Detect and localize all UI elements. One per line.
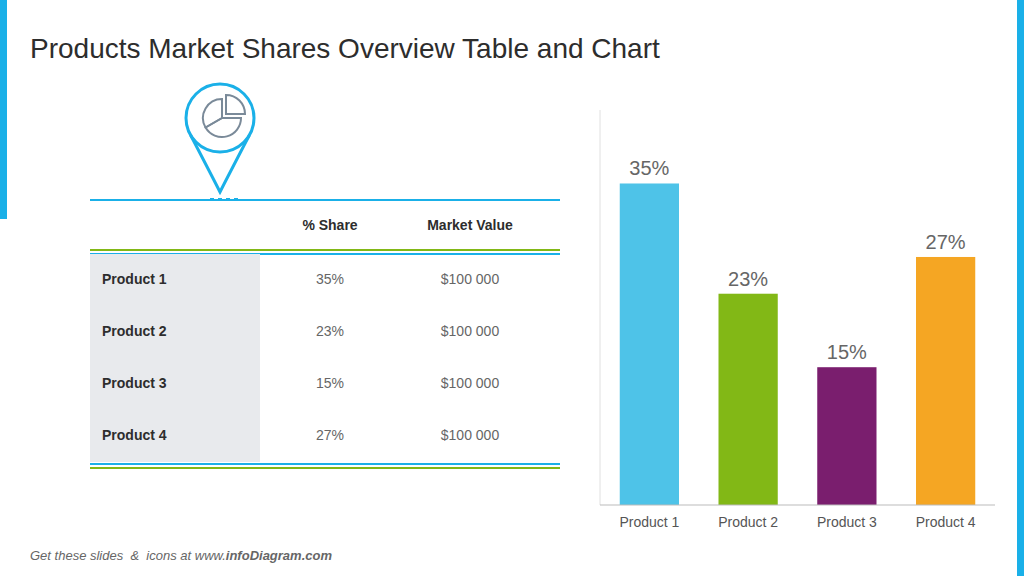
table-product: Product 1 [102, 271, 167, 287]
data-label: 23% [728, 268, 768, 290]
footer-part: infoDiagram.com [226, 548, 333, 563]
x-tick-label: Product 1 [619, 514, 679, 530]
pie-icon-wedge [206, 118, 241, 137]
footer: Get these slides & icons at www.infoDiag… [30, 548, 332, 563]
table-share: 15% [316, 375, 344, 391]
pin-icon [186, 84, 254, 199]
y-axis-line [600, 110, 601, 505]
table-rule [90, 249, 560, 251]
bar [620, 183, 679, 505]
table-product: Product 3 [102, 375, 167, 391]
table-share: 27% [316, 427, 344, 443]
table-share: 35% [316, 271, 344, 287]
title: Products Market Shares Overview Table an… [30, 33, 660, 64]
data-label: 35% [629, 157, 669, 179]
accent-right [1017, 0, 1024, 576]
page: Products Market Shares Overview Table an… [0, 0, 1024, 576]
table-product: Product 2 [102, 323, 167, 339]
canvas: Products Market Shares Overview Table an… [0, 0, 1024, 576]
table-header: Market Value [427, 217, 513, 233]
x-tick-label: Product 2 [718, 514, 778, 530]
bar [817, 367, 876, 505]
pin-circle [186, 84, 254, 152]
data-label: 15% [827, 341, 867, 363]
table-header: % Share [302, 217, 357, 233]
accent-left [0, 0, 7, 219]
table-rule [90, 463, 560, 465]
table-row-bg [90, 254, 260, 306]
table-market-value: $100 000 [441, 427, 500, 443]
x-tick-label: Product 3 [817, 514, 877, 530]
bar [719, 294, 778, 505]
table-product: Product 4 [102, 427, 167, 443]
x-tick-label: Product 4 [916, 514, 976, 530]
table-market-value: $100 000 [441, 323, 500, 339]
table-row-bg [90, 358, 260, 410]
footer-part: Get these slides & icons at www. [30, 548, 226, 563]
table-market-value: $100 000 [441, 375, 500, 391]
data-label: 27% [926, 231, 966, 253]
bars [620, 183, 976, 505]
bar [916, 257, 975, 505]
pin-legs [191, 135, 250, 192]
table-panel: Products Market Shares Overview Table an… [30, 33, 660, 563]
pie-icon-wedge [226, 95, 245, 114]
table-share: 23% [316, 323, 344, 339]
table-rule [90, 467, 560, 469]
table-row-bg [90, 306, 260, 358]
table-rule [90, 199, 560, 201]
table-market-value: $100 000 [441, 271, 500, 287]
x-axis-line [600, 505, 995, 506]
table-row-bg [90, 410, 260, 462]
bar-chart: Product 1 35% Product 2 23% Product 3 15% Prod… [600, 110, 995, 530]
